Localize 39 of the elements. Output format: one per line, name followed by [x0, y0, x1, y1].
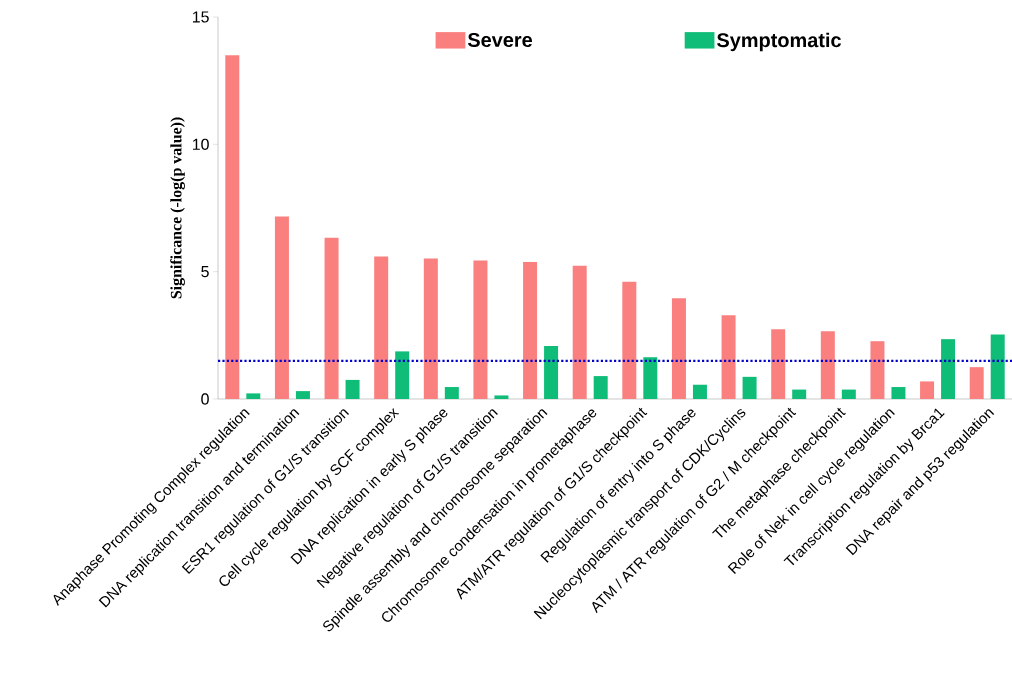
bar	[622, 281, 637, 399]
legend-label: Symptomatic	[717, 32, 841, 52]
legend-label: Severe	[467, 32, 533, 47]
bar	[473, 260, 488, 399]
y-tick-label: 15	[192, 11, 209, 23]
bar	[523, 261, 538, 399]
bar	[246, 393, 261, 399]
bar	[742, 376, 757, 399]
bar	[841, 389, 856, 399]
bar	[572, 265, 587, 399]
y-axis-title: Significance (-log(p value))	[170, 117, 185, 299]
bar	[295, 391, 310, 399]
bar	[643, 357, 658, 399]
bar	[345, 379, 360, 399]
bar	[395, 351, 410, 399]
bar	[324, 237, 339, 399]
y-tick-label: 10	[192, 138, 209, 150]
bar	[423, 258, 438, 399]
y-tick-label: 0	[201, 393, 209, 405]
bar	[593, 376, 608, 399]
bar	[941, 339, 956, 399]
bar	[990, 334, 1005, 399]
bar	[771, 329, 786, 399]
bar	[891, 387, 906, 399]
bar	[225, 55, 240, 399]
bar	[692, 384, 707, 399]
bar	[870, 341, 885, 399]
bar	[494, 395, 509, 399]
bar	[920, 381, 935, 399]
bar	[820, 331, 835, 399]
bar	[544, 346, 559, 399]
bar	[721, 315, 736, 399]
bar	[374, 256, 389, 399]
bar	[671, 298, 686, 399]
bar	[274, 216, 289, 399]
bar	[444, 387, 459, 399]
bar	[969, 367, 984, 399]
y-tick-label: 5	[201, 266, 209, 278]
bar	[792, 389, 807, 399]
